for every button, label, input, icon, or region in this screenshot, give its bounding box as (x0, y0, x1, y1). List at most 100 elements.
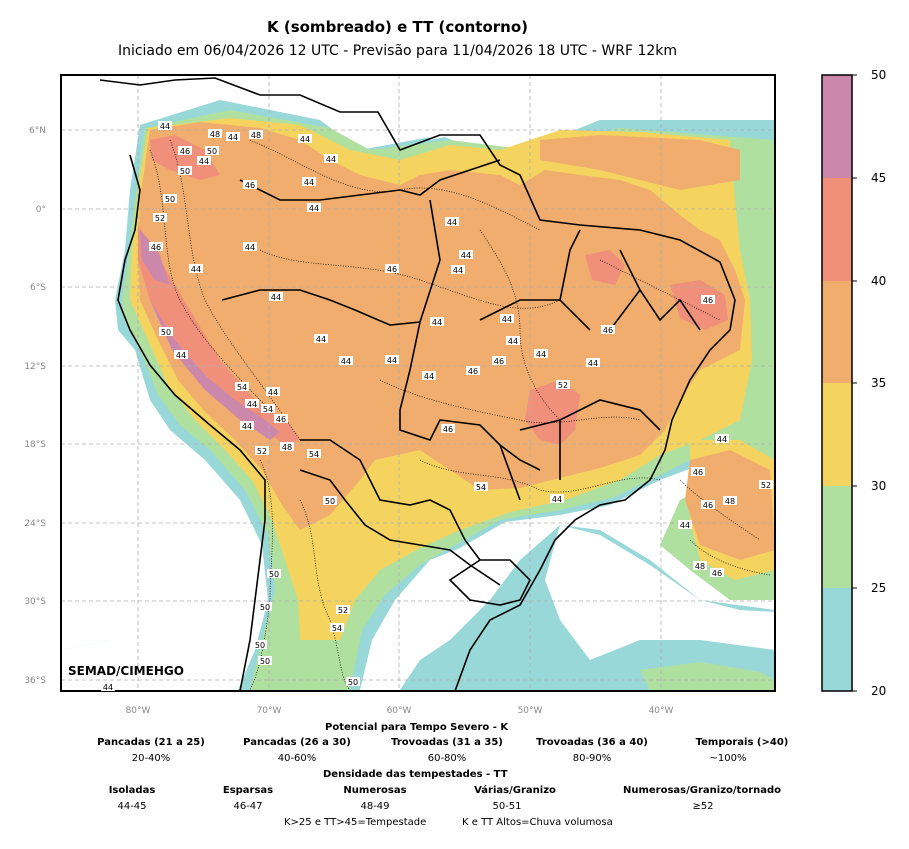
contour-label: 44 (502, 315, 512, 324)
contour-label-bg (715, 434, 729, 443)
contour-label-bg (158, 121, 172, 130)
contour-label: 52 (257, 447, 267, 456)
contour-label: 54 (309, 450, 319, 459)
contour-label-bg (701, 295, 715, 304)
k-category-label: Pancadas (26 a 30) (243, 737, 351, 748)
contour-label-bg (253, 640, 267, 649)
k-band-40-45-b (525, 380, 580, 445)
tt-category-label: Numerosas (343, 785, 407, 796)
contour-label: 48 (695, 562, 705, 571)
contour-label: 44 (447, 218, 457, 227)
contour-label-bg (693, 561, 707, 570)
contour-label: 54 (332, 624, 342, 633)
contour-label-bg (226, 132, 240, 141)
k-band-45-50-b (140, 230, 170, 285)
contour-label-bg (178, 146, 192, 155)
k-shading-layer (61, 76, 775, 691)
contour-label-bg (205, 146, 219, 155)
contour-label-bg (385, 264, 399, 273)
ocean-void-pacific (61, 76, 255, 691)
k-category-label: Trovoadas (36 a 40) (536, 737, 648, 748)
k-category-label: Trovoadas (31 a 35) (391, 737, 503, 748)
contour-label: 44 (432, 318, 442, 327)
contour-label: 44 (508, 337, 518, 346)
lat-label: 24°S (24, 519, 46, 529)
contour-label-bg (466, 366, 480, 375)
lon-label: 40°W (649, 706, 674, 716)
contour-label-bg (243, 180, 257, 189)
k-band-45-50-a (150, 300, 280, 440)
contour-label-bg (174, 350, 188, 359)
map-title: K (sombreado) e TT (contorno) (267, 18, 528, 36)
k-category-label: Temporais (>40) (695, 737, 789, 748)
contour-label: 44 (453, 266, 463, 275)
contour-label: 46 (468, 367, 478, 376)
tt-category-value: 44-45 (117, 801, 147, 812)
contour-label: 48 (251, 131, 261, 140)
contour-label: 46 (443, 425, 453, 434)
contour-label-bg (307, 203, 321, 212)
ocean-void-north (400, 76, 775, 140)
contour-label: 52 (155, 214, 165, 223)
contour-label: 44 (160, 122, 170, 131)
contour-label: 44 (536, 350, 546, 359)
contour-label: 48 (282, 443, 292, 452)
contour-label: 48 (210, 130, 220, 139)
contour-label: 44 (588, 359, 598, 368)
contour-label: 44 (271, 293, 281, 302)
contour-label-bg (601, 325, 615, 334)
k-category-label: Pancadas (21 a 25) (97, 737, 205, 748)
colorbar-tick: 25 (871, 581, 886, 595)
contour-label: 50 (269, 570, 279, 579)
contour-label-bg (336, 605, 350, 614)
contour-label-bg (330, 623, 344, 632)
contour-label-bg (208, 129, 222, 138)
contour-label: 48 (725, 497, 735, 506)
bolivia-paraguay (300, 439, 481, 561)
contour-label-bg (266, 387, 280, 396)
brazil-border-north (239, 159, 501, 201)
contour-label-bg (492, 356, 506, 365)
lon-label: 60°W (387, 706, 412, 716)
lat-label: 12°S (24, 362, 46, 372)
contour-label: 52 (558, 381, 568, 390)
colorbar-tick: 50 (871, 68, 886, 82)
lon-label: 50°W (518, 706, 543, 716)
contour-label: 52 (761, 481, 771, 490)
lat-label: 36°S (24, 676, 46, 686)
contour-label-bg (163, 194, 177, 203)
contour-label: 46 (494, 357, 504, 366)
contour-label-bg (445, 217, 459, 226)
tt-contours (149, 139, 771, 691)
argentina-north (299, 469, 501, 586)
contour-label: 50 (260, 603, 270, 612)
contour-label-bg (274, 414, 288, 423)
state-lines-1 (419, 199, 591, 331)
contour-label: 44 (242, 422, 252, 431)
contour-label-bg (500, 314, 514, 323)
contour-label-bg (189, 264, 203, 273)
brazil-border-west (221, 289, 541, 471)
lat-labels: 6°N 0° 6°S 12°S 18°S 24°S 30°S 36°S (24, 126, 46, 686)
contour-label: 46 (712, 569, 722, 578)
contour-label: 44 (304, 178, 314, 187)
contour-label-bg (474, 482, 488, 491)
contour-label-bg (258, 602, 272, 611)
contour-label-bg (255, 446, 269, 455)
lon-labels: 80°W 70°W 60°W 50°W 40°W (126, 706, 674, 716)
contour-label: 46 (276, 415, 286, 424)
contour-label-bg (243, 242, 257, 251)
contour-label-bg (323, 496, 337, 505)
contour-label: 50 (165, 195, 175, 204)
contour-label-bg (451, 265, 465, 274)
colorbar-segment (822, 178, 852, 281)
contour-label-bg (258, 656, 272, 665)
contour-label: 50 (260, 657, 270, 666)
contour-label: 44 (191, 265, 201, 274)
contour-label: 46 (180, 147, 190, 156)
graticule (61, 75, 775, 691)
contour-label-bg (298, 134, 312, 143)
lat-label: 6°N (29, 126, 46, 136)
contour-label: 52 (338, 606, 348, 615)
contour-label: 50 (207, 147, 217, 156)
